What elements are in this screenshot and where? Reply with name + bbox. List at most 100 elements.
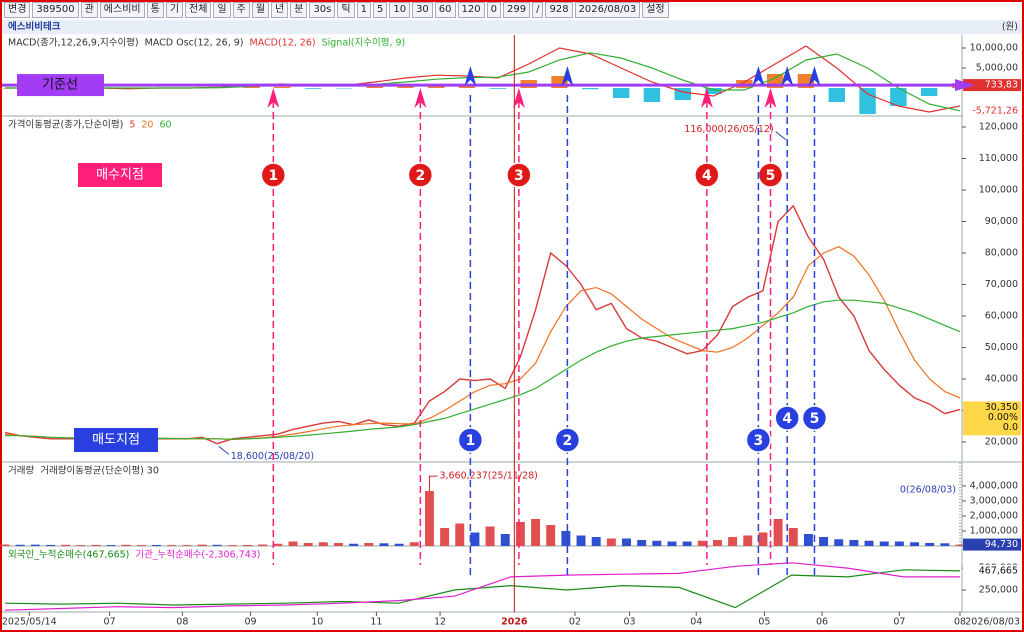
title-bar: [2, 20, 1022, 34]
toolbar-button[interactable]: 389500: [32, 2, 79, 18]
toolbar-button[interactable]: 주: [232, 2, 250, 18]
volume-bar: [197, 544, 207, 546]
y-tick-label: 100,000: [979, 185, 1018, 196]
toolbar-button[interactable]: 1: [356, 2, 371, 18]
volume-bar: [500, 533, 510, 546]
volume-max-marker: [428, 475, 438, 492]
volume-bar: [940, 543, 950, 546]
volume-bar: [303, 542, 313, 546]
y-tick-label: 250,000: [979, 585, 1018, 596]
y-tick-label: 110,000: [979, 153, 1018, 164]
toolbar-button[interactable]: 60: [434, 2, 456, 18]
y-tick-label: 3,000,000: [970, 495, 1018, 506]
volume-bar: [409, 542, 419, 546]
x-tick-label: 11: [370, 617, 382, 628]
buy-marker: [407, 162, 434, 188]
volume-bar: [212, 544, 222, 546]
stock-title: 에스비비테크: [8, 21, 61, 33]
toolbar: 변경 389500 관 에스비비 통 기 전체 일 주 월 년 분 30s 틱 1 5 10 30 60 120 0 29…: [4, 2, 669, 18]
volume-bar: [622, 538, 631, 546]
sell-number: 3: [754, 433, 764, 449]
buy-number: 4: [702, 168, 712, 184]
toolbar-button[interactable]: 설정: [642, 2, 669, 18]
toolbar-button[interactable]: 분: [290, 2, 308, 18]
price-tag-box: [963, 401, 1021, 436]
y-tick-label: 1,000,000: [970, 525, 1018, 536]
toolbar-button[interactable]: /: [532, 2, 544, 18]
toolbar-button[interactable]: 299: [503, 2, 531, 18]
toolbar-button[interactable]: 일: [213, 2, 231, 18]
volume-bar: [879, 541, 889, 546]
osc-bar: [859, 88, 876, 114]
osc-bar: [612, 88, 630, 98]
y-tick-label: 80,000: [985, 247, 1018, 258]
toolbar-button[interactable]: 120: [457, 2, 485, 18]
volume-bar: [637, 539, 647, 546]
volume-bar: [76, 545, 86, 546]
toolbar-button[interactable]: 기: [165, 2, 184, 18]
buy-number: 1: [268, 168, 278, 184]
x-tick-label: 02: [569, 617, 581, 628]
toolbar-button[interactable]: 관: [80, 2, 98, 18]
toolbar-button[interactable]: 전체: [185, 2, 212, 18]
toolbar-button[interactable]: 2026/08/03: [574, 2, 641, 18]
extreme-label: 18,600(25/08/20): [231, 451, 314, 462]
volume-bar: [743, 535, 753, 546]
osc-bar: [366, 85, 383, 88]
toolbar-button[interactable]: 10: [389, 2, 411, 18]
baseline-label: 기준선: [42, 78, 78, 93]
sell-arrow: [752, 66, 765, 86]
y-tick-label: 5,000,00: [976, 63, 1018, 74]
volume-bar: [652, 540, 662, 546]
buy-marker: [260, 162, 287, 188]
sell-arrow: [808, 66, 821, 86]
value-tag: 733,83: [985, 80, 1018, 91]
buy-arrow: [512, 88, 525, 108]
toolbar-button[interactable]: 928: [545, 2, 573, 18]
y-tick-label: 10,000,00: [970, 43, 1018, 54]
volume-bar: [440, 527, 450, 546]
volume-bar: [106, 545, 116, 546]
volume-bar: [227, 545, 237, 546]
volume-bar: [318, 542, 328, 546]
toolbar-button[interactable]: 틱: [337, 2, 355, 18]
toolbar-button[interactable]: 통: [146, 2, 164, 18]
toolbar-button[interactable]: 30s: [309, 2, 336, 18]
toolbar-button[interactable]: 30: [412, 2, 433, 18]
toolbar-button[interactable]: 월: [251, 2, 270, 18]
extreme-marker: [218, 446, 230, 455]
change-pct: 0.00%: [988, 412, 1018, 423]
volume-max-label: 3,660,237(25/11/28): [439, 471, 537, 482]
toolbar-button[interactable]: 변경: [4, 2, 31, 18]
unit: (원): [1002, 22, 1018, 33]
toolbar-button[interactable]: 에스비비: [99, 2, 145, 18]
legend-entry: 5: [129, 120, 135, 131]
toolbar-button[interactable]: 5: [372, 2, 388, 18]
buy-label: 매수지점: [96, 168, 144, 183]
osc-bar: [274, 86, 291, 88]
buy-arrow: [414, 88, 427, 108]
extreme-label: 116,000(26/05/12): [684, 124, 773, 135]
legend-entry: Signal(지수이평, 9): [322, 38, 406, 49]
volume-bar: [864, 540, 874, 546]
volume-bar: [334, 542, 343, 546]
sell-marker: [801, 405, 828, 431]
volume-bar: [728, 536, 738, 546]
x-tick-label: 06: [816, 617, 828, 628]
value-tag-box: [963, 538, 1021, 551]
toolbar-button[interactable]: 년: [271, 2, 289, 18]
toolbar-button[interactable]: 0: [486, 2, 501, 18]
change: 0.0: [1003, 422, 1018, 433]
legend-entry: MACD(12, 26): [250, 38, 316, 49]
sell-marker: [457, 427, 484, 453]
y-tick-label: 70,000: [985, 279, 1018, 290]
volume-bar: [955, 544, 965, 546]
buy-marker: [506, 162, 532, 188]
extreme-marker: [775, 131, 786, 140]
x-tick-label: 07: [893, 617, 905, 628]
volume-bar: [45, 544, 55, 546]
sell-arrow: [561, 66, 574, 86]
osc-bar: [335, 88, 353, 89]
y-tick-label: 2,000,000: [970, 510, 1018, 521]
